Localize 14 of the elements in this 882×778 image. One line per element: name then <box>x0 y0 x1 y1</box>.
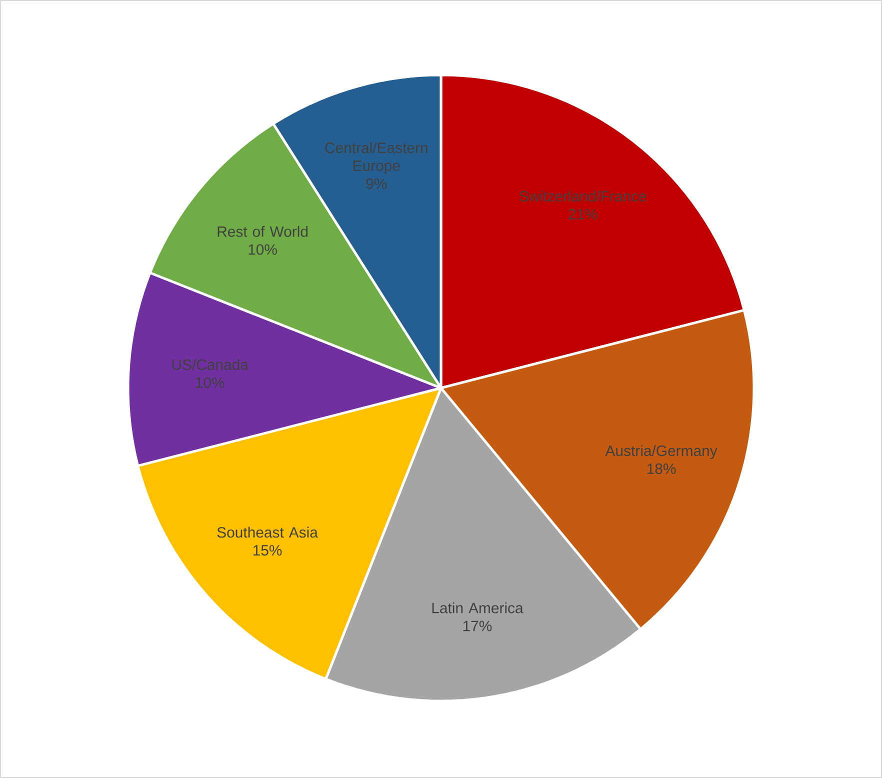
data-label: 15% <box>253 545 282 556</box>
slice-label: Southeast Asia <box>217 526 318 538</box>
slice-label: Austria/Germany <box>605 445 718 460</box>
slice-label: Latin America <box>432 602 524 614</box>
slice-label: Central/Eastern Europe <box>325 142 428 174</box>
slice-label: Rest of World <box>218 226 308 237</box>
data-label: 18% <box>647 463 676 474</box>
slice-label: Switzerland/France <box>520 190 646 202</box>
slice-label: US/Canada <box>172 359 248 370</box>
data-label: 21% <box>568 208 598 220</box>
data-label: 9% <box>366 178 387 189</box>
data-label: 17% <box>463 620 492 632</box>
data-label: 10% <box>248 244 277 255</box>
data-label: 10% <box>196 377 224 388</box>
